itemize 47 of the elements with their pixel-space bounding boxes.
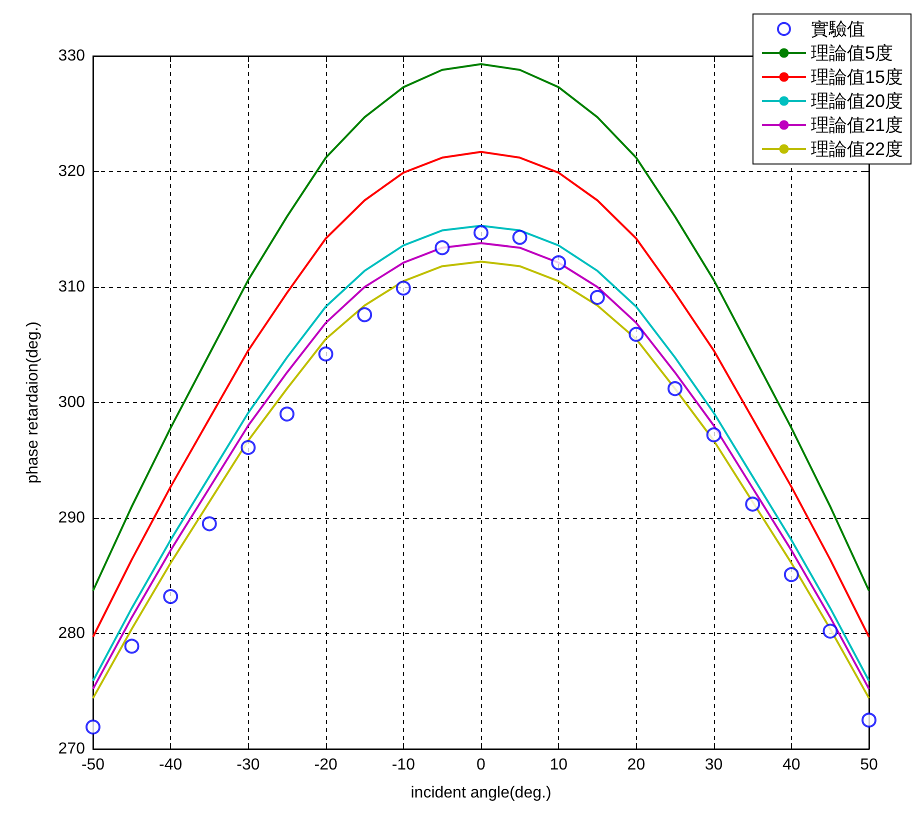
- y-tick-label: 270: [58, 740, 86, 758]
- point: [551, 255, 566, 270]
- y-axis-title: phase retardaion(deg.): [24, 322, 42, 484]
- point: [202, 516, 217, 532]
- legend-label: 理論值20度: [810, 91, 904, 111]
- point: [512, 230, 528, 245]
- point: [86, 720, 100, 735]
- point: [280, 406, 294, 422]
- point: [628, 326, 644, 342]
- point: [396, 280, 411, 296]
- x-tick-label: 40: [782, 756, 800, 774]
- y-tick-label: 300: [58, 394, 86, 411]
- point: [357, 307, 372, 322]
- x-tick-label: -30: [236, 756, 260, 774]
- y-tick-label: 320: [58, 163, 86, 180]
- point: [745, 496, 760, 512]
- point: [822, 624, 838, 639]
- legend-label: 理論值21度: [810, 115, 904, 135]
- x-tick-label: -40: [159, 756, 182, 774]
- y-tick-label: 310: [58, 278, 86, 296]
- x-tick-label: 30: [704, 756, 723, 774]
- y-tick-label: 290: [58, 510, 86, 526]
- x-axis-title: incident angle(deg.): [410, 784, 552, 802]
- x-tick-label: 0: [476, 756, 486, 774]
- legend-label: 實驗值: [810, 19, 865, 39]
- point: [474, 225, 488, 240]
- point: [706, 427, 722, 442]
- legend-label: 理論值15度: [810, 67, 904, 87]
- y-tick-label: 280: [58, 625, 86, 642]
- x-tick-label: 50: [860, 756, 878, 774]
- legend-label: 理論值22度: [810, 139, 904, 159]
- x-tick-label: -20: [314, 756, 338, 774]
- point: [240, 440, 256, 456]
- y-tick-label: 330: [58, 48, 86, 64]
- point: [318, 346, 334, 362]
- point: [862, 712, 876, 728]
- point: [124, 638, 140, 654]
- x-tick-label: -10: [392, 756, 416, 774]
- point: [434, 240, 450, 256]
- x-tick-label: 20: [627, 756, 646, 774]
- point: [668, 381, 682, 396]
- point: [590, 290, 605, 305]
- point: [163, 589, 178, 604]
- legend-label: 理論值5度: [810, 43, 893, 63]
- x-tick-label: -50: [81, 756, 105, 774]
- x-tick-label: 10: [550, 756, 568, 774]
- point: [784, 567, 799, 582]
